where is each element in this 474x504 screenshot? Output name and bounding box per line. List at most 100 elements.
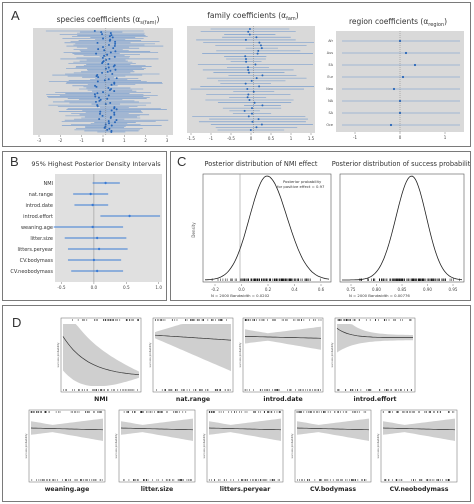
- effect-plot: success probability CV.bodymass: [290, 409, 372, 493]
- coef-point: [106, 97, 109, 100]
- hpd-point: [89, 192, 92, 196]
- panel-a-figure: species coefficients (αs(fam)) -3 -2 -1 0 1 2…: [33, 11, 464, 143]
- coef-point: [107, 86, 110, 89]
- coef-point: [261, 74, 264, 77]
- coef-point: [106, 53, 109, 56]
- coef-point: [107, 63, 110, 66]
- tick-label: 0: [250, 136, 253, 141]
- coef-point: [113, 107, 116, 110]
- coef-point: [110, 109, 113, 112]
- effect-ylabel: success probability: [202, 433, 206, 458]
- coef-point: [103, 49, 106, 52]
- coef-point: [101, 56, 104, 59]
- coef-point: [260, 123, 263, 126]
- coef-point: [244, 82, 247, 85]
- success-density-frame: [339, 173, 465, 283]
- panel-b: B 95% Highest Posterior Density Interval…: [2, 151, 167, 301]
- effect-ylabel: success probability: [376, 433, 380, 458]
- coef-point: [115, 77, 118, 80]
- coef-point: [113, 90, 116, 93]
- hpd-point: [91, 203, 94, 207]
- coef-point: [103, 126, 106, 129]
- coef-point: [257, 118, 260, 121]
- tick-label: 0.95: [449, 287, 458, 292]
- coef-point: [107, 94, 110, 97]
- effect-line: [62, 336, 140, 376]
- nmi-density-title: Posterior distribution of NMI effect: [205, 160, 318, 168]
- nmi-density-curve: [205, 175, 330, 281]
- coef-point: [114, 50, 117, 53]
- effect-plot: success probability weaning.age: [24, 409, 106, 493]
- coef-point: [113, 45, 116, 48]
- coef-point: [248, 33, 251, 36]
- region-label: EA: [329, 63, 334, 67]
- region-point: [392, 87, 396, 91]
- coef-point: [244, 55, 247, 58]
- coef-point: [248, 28, 251, 30]
- coef-point: [102, 91, 105, 94]
- coef-point: [253, 101, 256, 104]
- region-label: NA: [328, 99, 334, 103]
- confidence-band: [121, 418, 193, 441]
- confidence-band: [337, 324, 413, 353]
- region-point: [404, 51, 408, 55]
- effect-ylabel: success probability: [238, 342, 242, 367]
- effect-plot: success probability litters.peryear: [202, 409, 284, 493]
- coef-point: [260, 47, 263, 50]
- coef-point: [93, 30, 96, 32]
- region-label: Aus: [327, 51, 333, 55]
- effect-plot: success probability introd.effort: [330, 317, 416, 403]
- tick-label: 0.90: [423, 287, 432, 292]
- panel-c-figure: Posterior distribution of NMI effect Pos…: [191, 160, 470, 298]
- coef-point: [109, 117, 112, 120]
- tick-label: 0.75: [347, 287, 356, 292]
- coef-point: [257, 49, 260, 52]
- effect-plot-label: CV.bodymass: [310, 486, 356, 493]
- coef-point: [251, 120, 254, 123]
- hpd-point: [91, 225, 94, 229]
- hpd-point: [95, 236, 99, 240]
- coef-point: [113, 113, 116, 116]
- coef-point: [115, 108, 118, 111]
- coef-point: [251, 107, 254, 110]
- hpd-point: [128, 214, 131, 218]
- confidence-band: [209, 418, 281, 441]
- coef-point: [111, 36, 114, 39]
- coef-point: [107, 78, 110, 81]
- coef-point: [97, 96, 100, 99]
- coef-point: [255, 126, 258, 129]
- coef-point: [103, 54, 106, 57]
- effect-line: [336, 328, 413, 338]
- coef-point: [114, 121, 117, 124]
- confidence-band: [297, 418, 369, 441]
- panel-d-letter: D: [12, 315, 22, 330]
- hpd-title: 95% Highest Posterior Density Intervals: [31, 160, 161, 168]
- hpd-row-label: introd.effort: [23, 214, 53, 220]
- coef-point: [99, 110, 102, 113]
- hpd-point: [92, 258, 96, 262]
- coef-point: [107, 122, 110, 125]
- coef-point: [110, 34, 113, 37]
- panel-a-letter: A: [11, 8, 20, 23]
- coef-point: [96, 92, 99, 95]
- coef-point: [97, 48, 100, 51]
- coef-point: [106, 128, 109, 131]
- coef-point: [95, 52, 98, 55]
- effect-line: [382, 427, 456, 431]
- confidence-band: [155, 324, 231, 372]
- coef-point: [102, 37, 105, 40]
- coef-point: [261, 104, 264, 107]
- coef-point: [107, 66, 110, 69]
- success-density-title: Posterior distribution of success probab…: [332, 160, 470, 168]
- effect-plot: success probability nat.range: [148, 317, 234, 403]
- coef-point: [96, 41, 99, 44]
- tick-label: 1: [444, 135, 447, 140]
- effect-line: [208, 427, 282, 431]
- region-point: [389, 123, 393, 127]
- coef-point: [109, 101, 112, 104]
- nmi-density-frame: [202, 173, 332, 283]
- hpd-row-label: litters.peryear: [18, 247, 54, 253]
- coef-point: [247, 66, 250, 69]
- coef-point: [108, 127, 111, 130]
- tick-label: 0.5: [268, 136, 275, 141]
